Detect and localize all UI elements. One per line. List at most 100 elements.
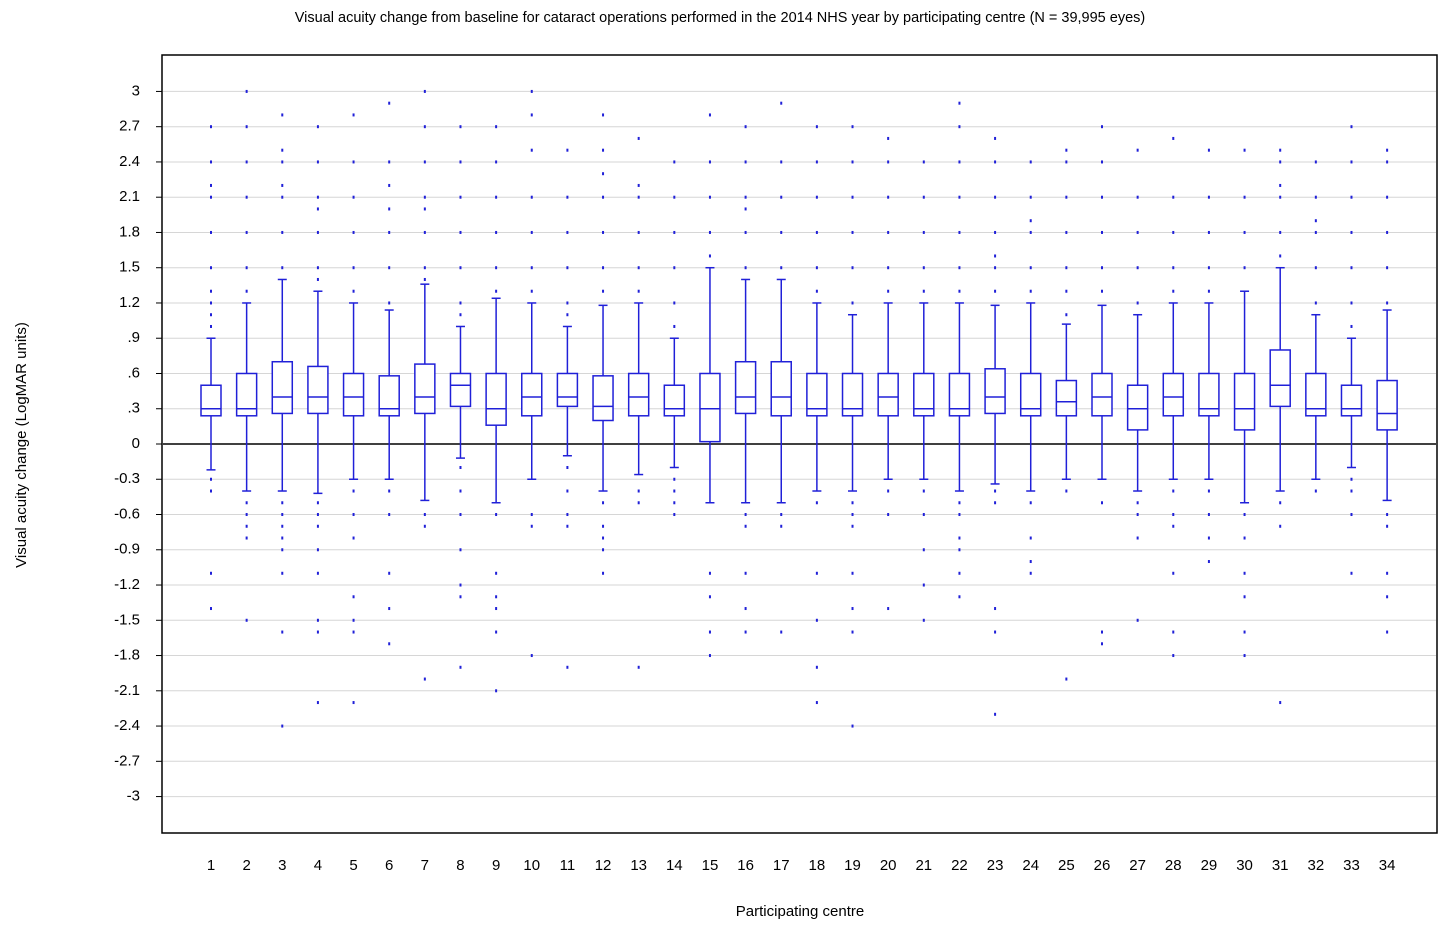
- outlier: [922, 160, 925, 164]
- outlier: [566, 466, 569, 470]
- chart-title: Visual acuity change from baseline for c…: [295, 10, 1145, 26]
- y-tick-label: -2.4: [114, 717, 140, 734]
- outlier: [281, 501, 284, 505]
- outlier: [352, 489, 355, 493]
- y-tick-label: 2.4: [119, 153, 140, 170]
- outlier: [1279, 148, 1282, 152]
- outlier: [566, 148, 569, 152]
- outlier: [566, 313, 569, 317]
- outlier: [245, 536, 248, 540]
- outlier: [994, 489, 997, 493]
- box: [1340, 384, 1363, 417]
- x-tick-label: 28: [1165, 857, 1182, 874]
- outlier: [1207, 230, 1210, 234]
- outlier: [1065, 148, 1068, 152]
- outlier: [887, 513, 890, 517]
- outlier: [958, 548, 961, 552]
- outlier: [673, 266, 676, 270]
- outlier: [566, 266, 569, 270]
- outlier: [459, 466, 462, 470]
- outlier: [1386, 301, 1389, 305]
- outlier: [1065, 195, 1068, 199]
- outlier: [602, 266, 605, 270]
- outlier: [602, 289, 605, 293]
- outlier: [1172, 630, 1175, 634]
- outlier: [388, 207, 391, 211]
- outlier: [1065, 266, 1068, 270]
- outlier: [780, 160, 783, 164]
- outlier: [1243, 266, 1246, 270]
- outlier: [1386, 230, 1389, 234]
- box: [663, 384, 686, 417]
- outlier: [566, 513, 569, 517]
- x-tick-label: 32: [1307, 857, 1324, 874]
- outlier: [1172, 524, 1175, 528]
- outlier: [1172, 195, 1175, 199]
- x-tick-label: 19: [844, 857, 861, 874]
- y-tick-label: .6: [127, 364, 140, 381]
- outlier: [887, 136, 890, 140]
- y-tick-label: -1.5: [114, 611, 140, 628]
- outlier: [851, 524, 854, 528]
- outlier: [1243, 571, 1246, 575]
- outlier: [815, 701, 818, 705]
- outlier: [210, 489, 212, 493]
- outlier: [1065, 230, 1068, 234]
- outlier: [459, 195, 462, 199]
- box: [449, 372, 472, 408]
- outlier: [1350, 301, 1353, 305]
- outlier: [1065, 489, 1068, 493]
- outlier: [744, 630, 747, 634]
- outlier: [958, 230, 961, 234]
- outlier: [637, 266, 640, 270]
- outlier: [352, 701, 355, 705]
- outlier: [1279, 160, 1282, 164]
- outlier: [210, 183, 212, 187]
- outlier: [922, 230, 925, 234]
- x-tick-label: 24: [1022, 857, 1039, 874]
- outlier: [1172, 489, 1175, 493]
- outlier: [566, 301, 569, 305]
- outlier: [815, 266, 818, 270]
- outlier: [602, 524, 605, 528]
- outlier: [1243, 630, 1246, 634]
- outlier: [245, 513, 248, 517]
- outlier: [851, 724, 854, 728]
- outlier: [602, 230, 605, 234]
- outlier: [851, 160, 854, 164]
- outlier: [1136, 536, 1139, 540]
- outlier: [1065, 289, 1068, 293]
- outlier: [1243, 536, 1246, 540]
- outlier: [744, 513, 747, 517]
- outlier: [958, 501, 961, 505]
- outlier: [1172, 654, 1175, 658]
- outlier: [1207, 289, 1210, 293]
- box: [1269, 349, 1291, 408]
- outlier: [245, 160, 248, 164]
- outlier: [673, 230, 676, 234]
- box: [806, 372, 828, 417]
- x-tick-label: 4: [314, 857, 322, 874]
- x-tick-label: 11: [560, 857, 576, 874]
- outlier: [459, 595, 462, 599]
- outlier: [210, 125, 212, 129]
- outlier: [459, 548, 462, 552]
- y-tick-label: -2.1: [114, 682, 140, 699]
- outlier: [851, 266, 854, 270]
- outlier: [530, 654, 533, 658]
- x-tick-label: 3: [278, 857, 286, 874]
- outlier: [423, 513, 426, 517]
- outlier: [1207, 489, 1210, 493]
- outlier: [352, 113, 355, 117]
- x-tick-label: 1: [207, 857, 215, 874]
- outlier: [530, 148, 533, 152]
- outlier: [1279, 501, 1282, 505]
- box: [235, 372, 258, 417]
- outlier: [1136, 301, 1139, 305]
- outlier: [388, 160, 391, 164]
- outlier: [316, 207, 319, 211]
- outlier: [388, 607, 391, 611]
- outlier: [815, 501, 818, 505]
- outlier: [281, 630, 284, 634]
- outlier: [994, 501, 997, 505]
